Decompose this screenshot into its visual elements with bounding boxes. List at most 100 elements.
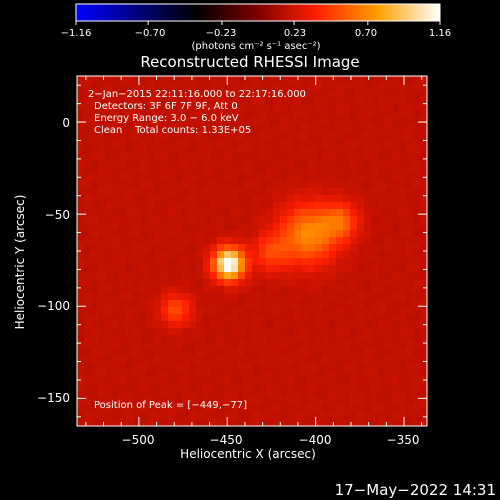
heatmap-cell — [406, 97, 414, 105]
heatmap-cell — [105, 419, 113, 427]
heatmap-cell — [126, 398, 134, 406]
heatmap-cell — [385, 377, 393, 385]
heatmap-cell — [98, 76, 106, 84]
heatmap-cell — [98, 223, 106, 231]
heatmap-cell — [294, 160, 302, 168]
heatmap-cell — [392, 300, 400, 308]
heatmap-cell — [84, 195, 92, 203]
heatmap-cell — [287, 251, 295, 259]
heatmap-cell — [378, 209, 386, 217]
heatmap-cell — [392, 216, 400, 224]
heatmap-cell — [175, 209, 183, 217]
heatmap-cell — [147, 314, 155, 322]
heatmap-cell — [357, 104, 365, 112]
heatmap-cell — [280, 174, 288, 182]
heatmap-cell — [322, 146, 330, 154]
heatmap-cell — [315, 244, 323, 252]
heatmap-cell — [413, 244, 421, 252]
heatmap-cell — [182, 83, 190, 91]
heatmap-cell — [413, 300, 421, 308]
heatmap-cell — [259, 160, 267, 168]
heatmap-cell — [385, 307, 393, 315]
heatmap-cell — [126, 97, 134, 105]
heatmap-cell — [140, 419, 148, 427]
heatmap-cell — [231, 328, 239, 336]
heatmap-cell — [280, 188, 288, 196]
heatmap-cell — [91, 391, 99, 399]
heatmap-cell — [294, 202, 302, 210]
heatmap-cell — [406, 412, 414, 420]
heatmap-cell — [196, 307, 204, 315]
heatmap-cell — [91, 321, 99, 329]
heatmap-cell — [357, 174, 365, 182]
heatmap-cell — [203, 300, 211, 308]
heatmap-cell — [217, 97, 225, 105]
heatmap-cell — [224, 272, 232, 280]
heatmap-cell — [133, 258, 141, 266]
heatmap-cell — [203, 146, 211, 154]
heatmap-cell — [252, 258, 260, 266]
heatmap-cell — [196, 97, 204, 105]
heatmap-cell — [364, 188, 372, 196]
heatmap-cell — [133, 356, 141, 364]
heatmap-cell — [336, 314, 344, 322]
heatmap-cell — [280, 237, 288, 245]
heatmap-cell — [154, 118, 162, 126]
heatmap-cell — [308, 307, 316, 315]
heatmap-cell — [308, 160, 316, 168]
heatmap-cell — [119, 384, 127, 392]
heatmap-cell — [91, 300, 99, 308]
heatmap-cell — [287, 321, 295, 329]
heatmap-cell — [308, 209, 316, 217]
heatmap-cell — [91, 349, 99, 357]
x-tick-label: −500 — [122, 433, 155, 447]
heatmap-cell — [385, 237, 393, 245]
heatmap-cell — [378, 181, 386, 189]
heatmap-cell — [406, 279, 414, 287]
colorbar-tick-label: −1.16 — [61, 28, 92, 39]
heatmap-cell — [420, 370, 428, 378]
heatmap-cell — [147, 181, 155, 189]
heatmap-cell — [231, 349, 239, 357]
heatmap-cell — [245, 300, 253, 308]
heatmap-cell — [252, 244, 260, 252]
heatmap-cell — [413, 167, 421, 175]
heatmap-cell — [231, 104, 239, 112]
heatmap-cell — [91, 314, 99, 322]
heatmap-cell — [294, 188, 302, 196]
heatmap-cell — [238, 314, 246, 322]
heatmap-cell — [154, 293, 162, 301]
heatmap-cell — [84, 279, 92, 287]
heatmap-cell — [245, 321, 253, 329]
heatmap-cell — [357, 412, 365, 420]
heatmap-cell — [259, 258, 267, 266]
heatmap-cell — [203, 251, 211, 259]
heatmap-cell — [413, 286, 421, 294]
heatmap-cell — [77, 335, 85, 343]
heatmap-cell — [420, 356, 428, 364]
heatmap-cell — [175, 370, 183, 378]
heatmap-cell — [119, 370, 127, 378]
heatmap-cell — [84, 237, 92, 245]
heatmap-cell — [259, 356, 267, 364]
heatmap-cell — [224, 279, 232, 287]
heatmap-cell — [273, 244, 281, 252]
heatmap-cell — [154, 419, 162, 427]
heatmap-cell — [175, 300, 183, 308]
heatmap-cell — [217, 223, 225, 231]
heatmap-cell — [399, 258, 407, 266]
heatmap-cell — [119, 405, 127, 413]
heatmap-cell — [91, 377, 99, 385]
heatmap-cell — [105, 167, 113, 175]
heatmap-cell — [343, 167, 351, 175]
heatmap-cell — [392, 104, 400, 112]
heatmap-cell — [84, 118, 92, 126]
heatmap-cell — [266, 391, 274, 399]
heatmap-cell — [203, 125, 211, 133]
heatmap-cell — [210, 335, 218, 343]
heatmap-cell — [224, 307, 232, 315]
heatmap-cell — [231, 160, 239, 168]
heatmap-cell — [224, 97, 232, 105]
heatmap-cell — [413, 118, 421, 126]
heatmap-cell — [182, 97, 190, 105]
